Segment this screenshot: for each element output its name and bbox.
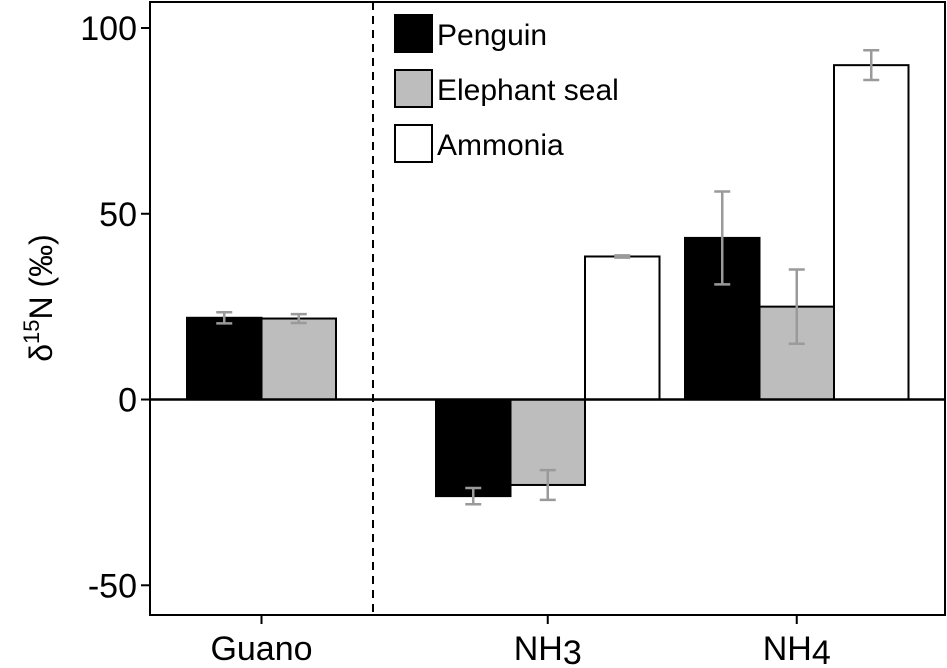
bar-penguin-0 bbox=[186, 316, 263, 401]
legend-swatch-ammonia bbox=[394, 124, 433, 163]
x-label-base: NH bbox=[514, 630, 563, 668]
legend-label-ammonia: Ammonia bbox=[437, 129, 564, 162]
error-bar-penguin-0 bbox=[216, 310, 233, 325]
legend-swatch-elephant-seal bbox=[394, 69, 433, 108]
error-bar-elephant-seal-1 bbox=[539, 468, 556, 502]
bar-elephant-seal-0 bbox=[260, 317, 337, 401]
y-tick-label: 50 bbox=[99, 196, 137, 234]
y-tick-label: -50 bbox=[88, 567, 137, 605]
bar-ammonia-2 bbox=[833, 64, 910, 401]
legend: Penguin Elephant seal Ammonia bbox=[394, 14, 619, 163]
bar-ammonia-1 bbox=[584, 255, 661, 401]
x-tick-label: NH3 bbox=[514, 630, 582, 668]
x-label-base: Guano bbox=[210, 630, 312, 668]
error-bar-penguin-2 bbox=[714, 190, 731, 286]
x-label-subscript: 3 bbox=[563, 634, 582, 668]
x-tick-label: NH4 bbox=[763, 630, 831, 668]
y-tick-label: 0 bbox=[118, 382, 137, 420]
error-bar-ammonia-1 bbox=[614, 254, 631, 259]
error-bar-elephant-seal-0 bbox=[290, 312, 307, 325]
y-label-unit: (‰) bbox=[23, 234, 59, 296]
error-bar-penguin-1 bbox=[465, 486, 482, 506]
bar-penguin-1 bbox=[435, 398, 512, 498]
error-bar-ammonia-2 bbox=[863, 49, 880, 82]
legend-label-penguin: Penguin bbox=[437, 19, 547, 52]
legend-label-elephant-seal: Elephant seal bbox=[437, 74, 619, 107]
x-label-base: NH bbox=[763, 630, 812, 668]
legend-swatch-penguin bbox=[394, 14, 433, 53]
x-tick-label: Guano bbox=[210, 630, 312, 668]
y-label-superscript: 15 bbox=[19, 320, 44, 344]
y-label-element: N bbox=[23, 296, 59, 319]
bars-layer bbox=[186, 49, 910, 506]
y-axis-label: δ15N (‰) bbox=[19, 234, 59, 362]
x-label-subscript: 4 bbox=[812, 634, 831, 668]
error-bar-elephant-seal-2 bbox=[788, 268, 805, 346]
y-label-delta: δ bbox=[23, 344, 59, 362]
y-tick-label: 100 bbox=[80, 10, 137, 48]
